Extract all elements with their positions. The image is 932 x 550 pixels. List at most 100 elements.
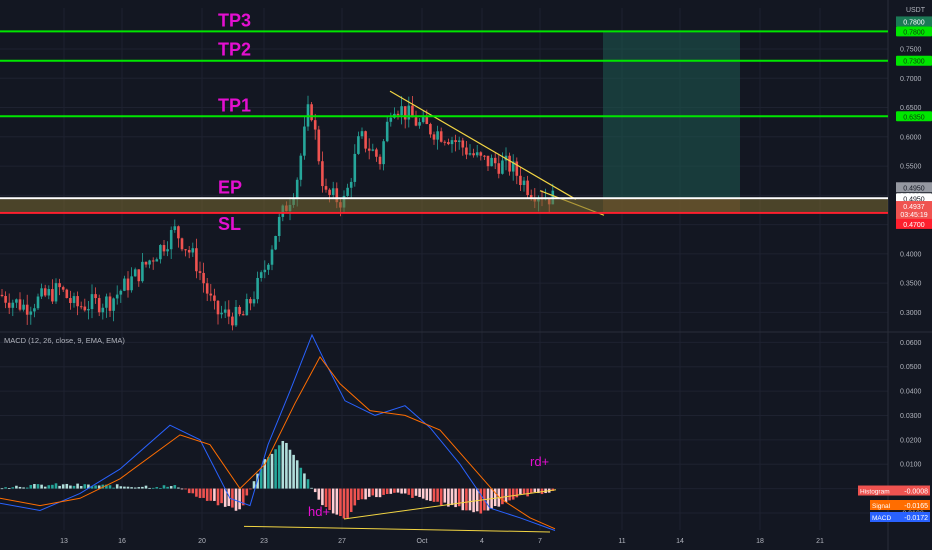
histogram-bar <box>61 484 65 489</box>
candle-body <box>331 188 335 195</box>
candle-body <box>313 120 317 130</box>
candle-body <box>115 294 119 299</box>
candle-body <box>101 307 105 313</box>
histogram-bar <box>0 488 4 490</box>
histogram-bar <box>166 486 169 489</box>
tag-ep-gray-text: 0.4950 <box>903 185 925 192</box>
histogram-bar <box>511 488 515 500</box>
histogram-bar <box>141 486 144 489</box>
histogram-bar <box>346 488 349 518</box>
candle-body <box>526 180 529 196</box>
candle-body <box>148 260 151 265</box>
time-tick-label: 18 <box>756 538 764 545</box>
histogram-bar <box>198 488 202 499</box>
candle-body <box>4 296 7 303</box>
candle-body <box>439 131 443 142</box>
histogram-bar <box>115 484 119 489</box>
histogram-bar <box>429 488 432 501</box>
candle-body <box>216 300 220 315</box>
price-tick-label: 0.4000 <box>900 251 922 258</box>
histogram-bar <box>133 487 137 489</box>
histogram-bar <box>79 486 83 489</box>
divergence-line-hd <box>243 525 551 533</box>
histogram-bar <box>54 483 58 489</box>
candle-body <box>457 140 461 142</box>
candle-body <box>173 226 177 231</box>
histogram-bar <box>515 488 519 498</box>
level-label-tp2: TP2 <box>218 40 251 60</box>
candle-body <box>87 309 90 311</box>
candle-body <box>249 299 252 304</box>
candle-body <box>133 269 137 277</box>
candle-body <box>184 249 187 251</box>
histogram-bar <box>447 488 450 507</box>
annotation-rd: rd+ <box>530 454 549 469</box>
histogram-bar <box>465 488 468 511</box>
candle-body <box>43 288 47 296</box>
candle-body <box>245 299 249 316</box>
histogram-bar <box>18 486 22 489</box>
price-tick-label: 0.6500 <box>900 105 922 112</box>
histogram-bar <box>533 488 537 493</box>
price-tick-label: 0.7500 <box>900 46 922 53</box>
histogram-bar <box>321 488 324 506</box>
histogram-bar <box>159 487 162 489</box>
histogram-bar <box>285 442 288 489</box>
candle-body <box>126 278 130 291</box>
histogram-bar <box>508 488 511 501</box>
candle-body <box>317 129 321 162</box>
histogram-bar <box>184 488 187 490</box>
histogram-bar <box>295 460 299 489</box>
histogram-bar <box>123 486 126 489</box>
candle-body <box>389 117 393 122</box>
candle-body <box>144 261 148 265</box>
candle-body <box>529 195 533 199</box>
histogram-bar <box>94 485 97 489</box>
candle-body <box>18 299 22 310</box>
candle-body <box>414 117 418 126</box>
candle-body <box>349 181 353 188</box>
tag-tp3-top-text: 0.7800 <box>903 19 925 26</box>
candle-body <box>310 104 313 121</box>
histogram-bar <box>331 488 335 514</box>
time-tick-label: 20 <box>198 538 206 545</box>
level-label-ep: EP <box>218 177 242 197</box>
candle-body <box>256 277 259 300</box>
time-tick-label: 11 <box>618 538 625 545</box>
histogram-bar <box>493 488 497 507</box>
candle-body <box>177 226 180 239</box>
histogram-bar <box>252 481 256 489</box>
macd-line <box>0 333 556 531</box>
histogram-bar <box>324 488 328 507</box>
macd-title: MACD (12, 26, close, 9, EMA, EMA) <box>4 336 125 345</box>
histogram-bar <box>396 488 400 493</box>
candle-body <box>202 272 205 284</box>
histogram-bar <box>155 487 159 489</box>
candle-body <box>360 131 364 137</box>
histogram-bar <box>400 488 403 494</box>
histogram-bar <box>411 488 414 498</box>
candle-body <box>385 121 389 142</box>
histogram-bar <box>76 483 79 489</box>
histogram-bar <box>526 488 529 497</box>
time-tick-label: 21 <box>816 538 824 545</box>
histogram-bar <box>375 488 378 498</box>
time-tick-label: 13 <box>60 538 68 545</box>
time-tick-label: 16 <box>118 538 126 545</box>
candle-body <box>396 113 400 116</box>
histogram-bar <box>177 487 180 489</box>
candle-body <box>187 250 191 253</box>
time-tick-label: 4 <box>480 538 484 545</box>
candle-body <box>407 105 411 120</box>
candle-body <box>90 294 94 310</box>
histogram-bar <box>328 488 331 510</box>
histogram-bar <box>270 453 274 489</box>
histogram-bar <box>357 488 360 501</box>
tag-histogram-value: -0.0008 <box>904 489 928 496</box>
histogram-bar <box>382 488 385 495</box>
candle-body <box>15 299 18 303</box>
histogram-bar <box>281 440 285 489</box>
histogram-bar <box>335 488 339 515</box>
